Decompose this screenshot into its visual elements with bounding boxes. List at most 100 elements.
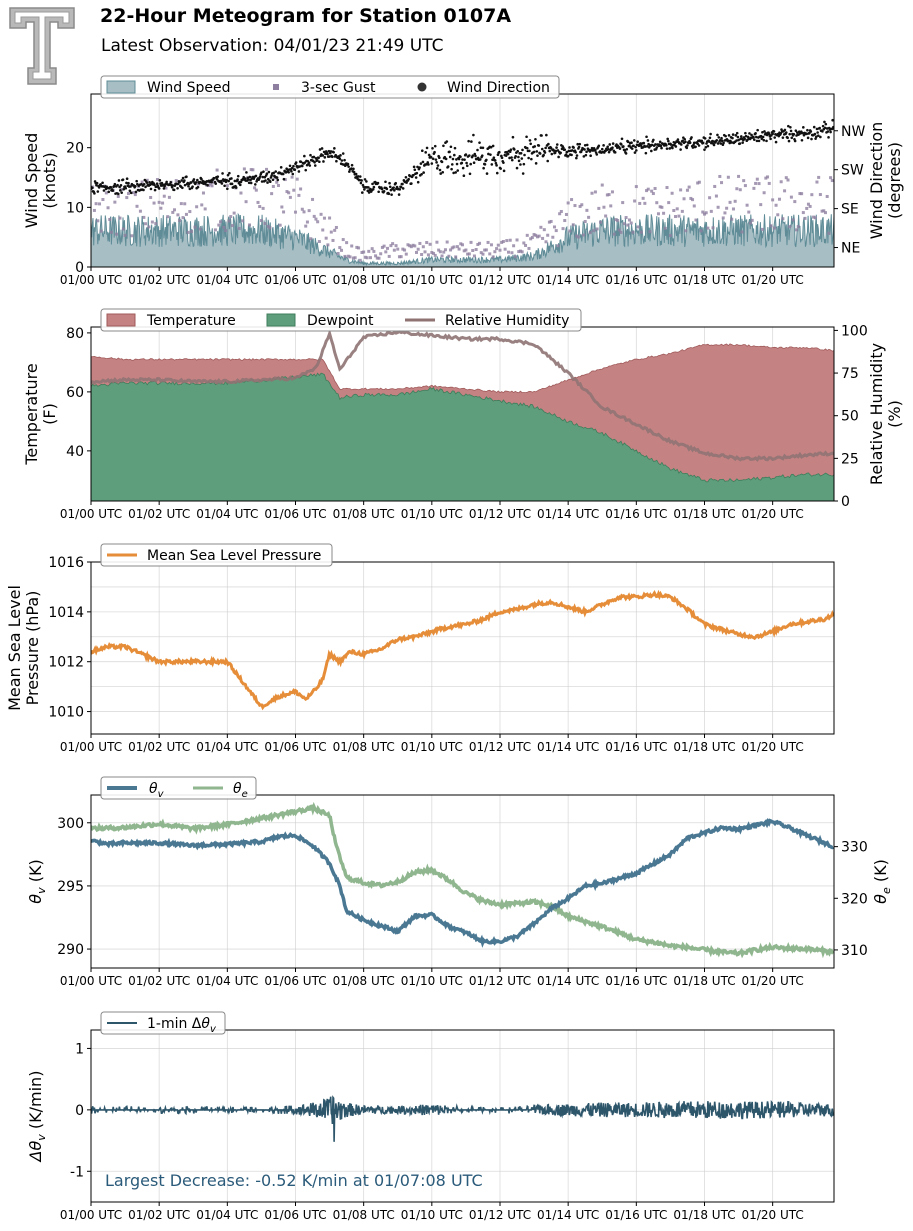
wind-direction-point bbox=[254, 174, 258, 178]
panel-wind: 01/00 UTC 01/02 UTC 01/04 UTC 01/06 UTC 01/0… bbox=[22, 75, 904, 287]
wind-direction-point bbox=[468, 154, 471, 157]
wind-direction-point bbox=[734, 134, 738, 137]
x-tick-label: 01/04 UTC bbox=[196, 740, 258, 754]
wind-direction-point bbox=[727, 139, 730, 143]
gust-marker bbox=[737, 174, 741, 178]
gust-marker bbox=[616, 219, 620, 223]
wind-direction-point bbox=[540, 134, 543, 137]
gust-marker bbox=[397, 255, 401, 259]
gust-marker bbox=[471, 248, 475, 252]
gust-marker bbox=[750, 218, 754, 222]
wind-direction-point bbox=[759, 134, 763, 138]
wind-direction-point bbox=[825, 127, 829, 130]
wind-direction-point bbox=[424, 151, 427, 154]
wind-direction-point bbox=[245, 171, 248, 174]
gust-marker bbox=[793, 200, 797, 204]
gust-marker bbox=[345, 241, 349, 245]
gust-marker bbox=[379, 252, 383, 256]
wind-direction-point bbox=[196, 185, 200, 189]
wind-direction-point bbox=[692, 143, 695, 147]
gust-marker bbox=[714, 194, 718, 198]
wind-direction-point bbox=[794, 129, 798, 132]
gust-marker bbox=[404, 252, 408, 256]
wind-direction-point bbox=[243, 177, 247, 180]
gust-marker bbox=[747, 210, 751, 214]
gust-marker bbox=[433, 253, 437, 257]
wind-direction-point bbox=[632, 139, 636, 142]
gust-marker bbox=[208, 182, 212, 186]
gust-marker bbox=[121, 227, 125, 231]
wind-direction-point bbox=[515, 166, 519, 170]
wind-direction-point bbox=[744, 134, 748, 138]
wind-direction-point bbox=[470, 140, 473, 143]
x-tick-label: 01/08 UTC bbox=[333, 974, 395, 988]
pressure-frame bbox=[90, 561, 835, 735]
gust-marker bbox=[779, 180, 783, 184]
wind-direction-point bbox=[380, 187, 384, 191]
gust-marker bbox=[571, 223, 575, 227]
gust-marker bbox=[546, 233, 550, 237]
gust-marker bbox=[576, 235, 580, 239]
gust-marker bbox=[806, 202, 810, 206]
wind-direction-point bbox=[367, 191, 371, 194]
wind-direction-point bbox=[124, 186, 128, 190]
wind-direction-point bbox=[681, 139, 684, 143]
legend-label: 1-min Δθv bbox=[147, 1016, 217, 1035]
gust-marker bbox=[520, 250, 524, 254]
gust-marker bbox=[311, 197, 315, 201]
gust-marker bbox=[501, 239, 505, 243]
theta-e-line bbox=[91, 801, 834, 959]
wind-direction-point bbox=[479, 146, 483, 150]
gust-marker bbox=[796, 225, 800, 229]
wind-direction-point bbox=[731, 136, 734, 140]
gust-marker bbox=[716, 205, 720, 209]
wind-direction-point bbox=[650, 149, 653, 153]
gust-marker bbox=[362, 250, 366, 254]
gust-marker bbox=[645, 189, 649, 193]
gust-marker bbox=[604, 214, 608, 218]
panel-thermo: 01/00 UTC 01/02 UTC 01/04 UTC 01/06 UTC 01/0… bbox=[22, 308, 904, 521]
x-tick-label: 01/10 UTC bbox=[401, 273, 463, 287]
wind-direction-point bbox=[801, 131, 804, 135]
gust-marker bbox=[602, 205, 606, 209]
y2-tick-label: 320 bbox=[841, 891, 868, 907]
wind-direction-point bbox=[668, 147, 672, 150]
gust-marker bbox=[461, 243, 464, 247]
gust-marker bbox=[307, 209, 311, 213]
wind-direction-point bbox=[291, 172, 295, 176]
gust-marker bbox=[800, 192, 804, 196]
y-tick-label: 40 bbox=[66, 444, 84, 460]
wind-direction-point bbox=[645, 145, 649, 148]
wind-direction-point bbox=[279, 166, 283, 169]
wind-direction-point bbox=[727, 134, 731, 137]
wind-direction-point bbox=[715, 138, 719, 142]
wind-direction-point bbox=[686, 144, 689, 147]
wind-direction-point bbox=[520, 157, 524, 160]
wind-direction-point bbox=[823, 120, 826, 124]
wind-direction-point bbox=[453, 146, 457, 150]
wind-direction-point bbox=[101, 181, 104, 185]
gust-marker bbox=[517, 250, 521, 254]
wind-direction-point bbox=[122, 187, 126, 191]
gust-marker bbox=[614, 218, 618, 222]
gust-marker bbox=[270, 192, 274, 196]
gust-marker bbox=[290, 175, 294, 179]
wind-direction-point bbox=[290, 166, 294, 170]
x-tick-label: 01/04 UTC bbox=[196, 974, 258, 988]
wind-direction-point bbox=[517, 159, 521, 163]
gust-marker bbox=[743, 184, 747, 188]
gust-marker bbox=[198, 227, 202, 231]
wind-direction-point bbox=[439, 172, 442, 175]
wind-direction-point bbox=[454, 171, 457, 174]
x-tick-label: 01/06 UTC bbox=[264, 273, 326, 287]
wind-direction-point bbox=[750, 133, 753, 137]
gust-marker bbox=[628, 218, 632, 222]
wind-direction-point bbox=[500, 156, 504, 160]
y2-axis-label: Wind Direction(degrees) bbox=[867, 122, 904, 240]
gust-marker bbox=[795, 228, 799, 232]
wind-direction-point bbox=[328, 155, 331, 158]
wind-direction-point bbox=[408, 174, 412, 178]
wind-direction-point bbox=[248, 175, 252, 179]
gust-marker bbox=[312, 214, 316, 218]
wind-direction-point bbox=[737, 138, 740, 142]
